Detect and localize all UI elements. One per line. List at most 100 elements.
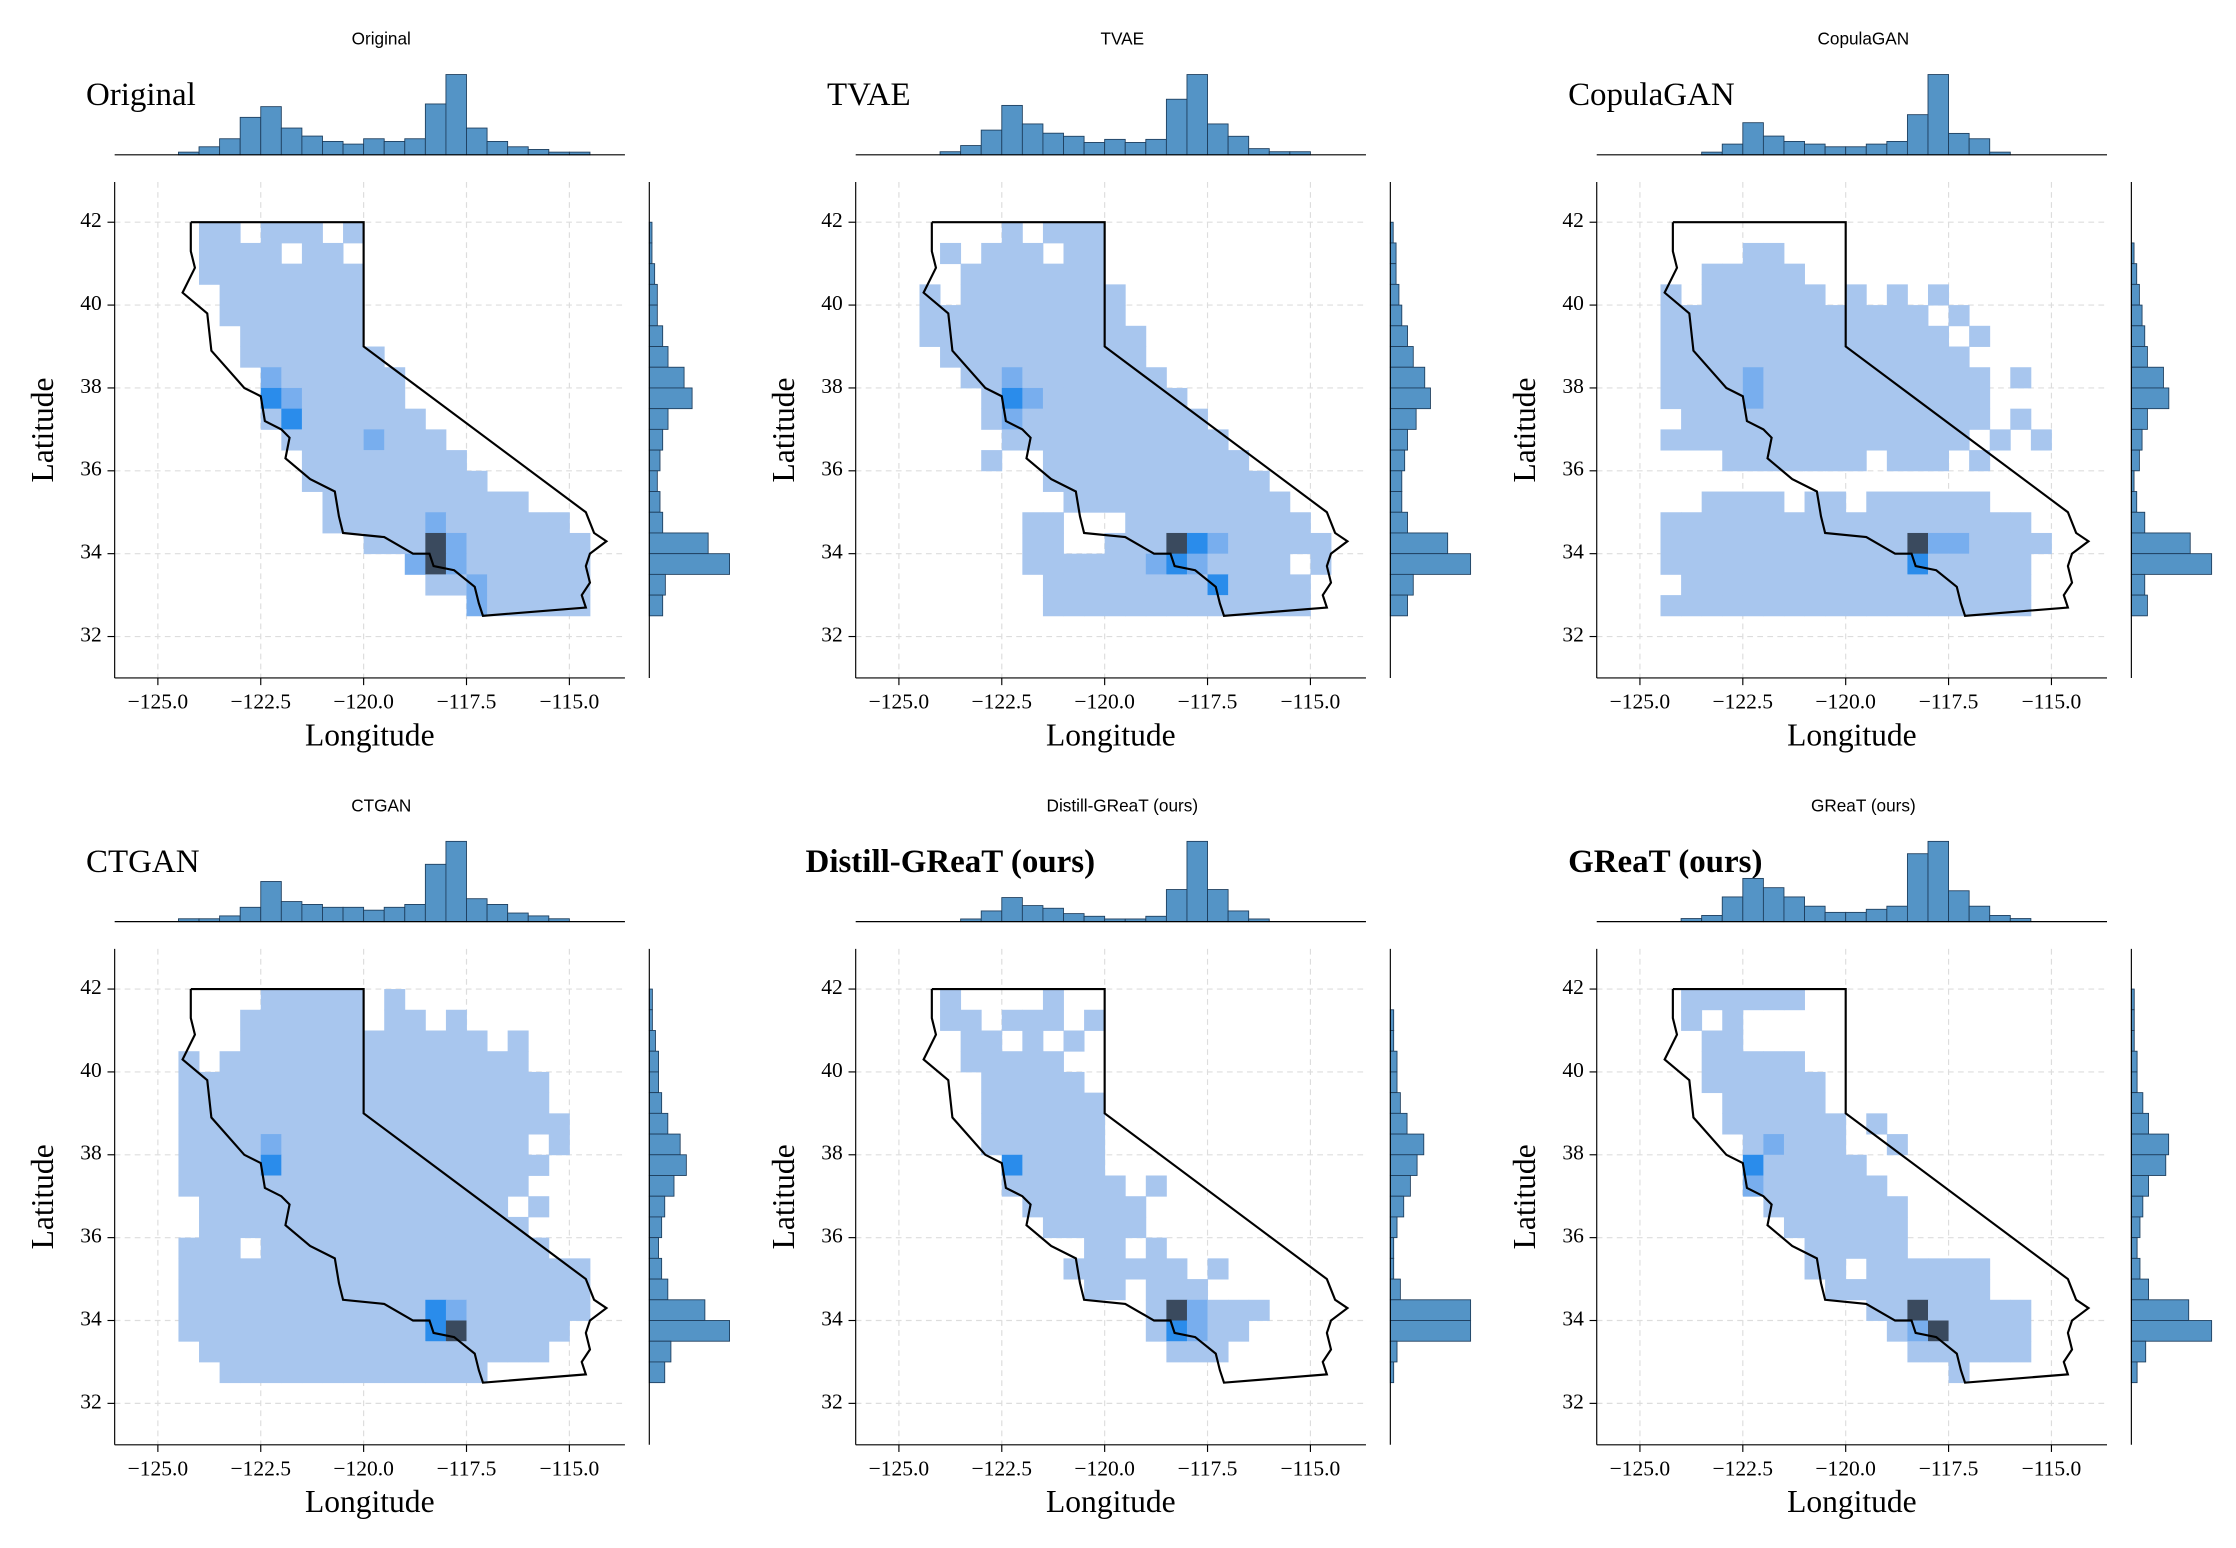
heat-cell [425, 491, 447, 513]
heat-cell [445, 1175, 467, 1197]
heat-cell [1022, 1092, 1044, 1114]
marginal-bar [2130, 263, 2138, 285]
heat-cell [219, 284, 241, 306]
heat-cell [940, 1051, 961, 1072]
heat-cell [1783, 574, 1805, 596]
heat-cell [260, 408, 282, 430]
marginal-bar [1186, 840, 1208, 923]
heat-cell [1166, 429, 1188, 451]
heat-cell [548, 1134, 570, 1156]
marginal-bar [1083, 142, 1106, 156]
heat-cell [1742, 263, 1764, 285]
heat-cell [1907, 243, 1928, 264]
heat-cell [425, 1175, 447, 1197]
heat-cell [1002, 1217, 1023, 1238]
heat-cell [301, 1051, 323, 1073]
heat-cell [363, 512, 385, 534]
heat-cell [940, 388, 961, 409]
marginal-bar [527, 915, 550, 923]
heat-cell [343, 346, 365, 368]
heat-cell [1249, 1093, 1270, 1114]
heat-cell [1681, 553, 1703, 575]
heat-cell [1228, 1299, 1250, 1321]
heat-cell [981, 263, 1003, 285]
heat-cell [1661, 1341, 1682, 1362]
heat-cell [1845, 387, 1867, 410]
heat-cell [1927, 429, 1950, 451]
heat-cell [1084, 1154, 1106, 1176]
heat-cell [467, 1010, 488, 1031]
heat-cell [1743, 1196, 1764, 1217]
marginal-bar [466, 898, 488, 923]
marginal-bar [2130, 387, 2170, 410]
heat-cell [384, 408, 406, 430]
heat-cell [1186, 429, 1208, 451]
heat-cell [507, 512, 529, 534]
heat-cell [1187, 1093, 1208, 1114]
heat-cell [1702, 1093, 1723, 1114]
heat-cell [343, 1092, 365, 1114]
heat-cell [466, 1113, 488, 1135]
heat-cell [549, 222, 570, 243]
heat-cell [384, 1341, 406, 1363]
heat-cell [1208, 264, 1229, 285]
heat-cell [466, 1279, 488, 1301]
heat-cell [260, 387, 282, 410]
heat-cell [384, 1237, 406, 1259]
marginal-bar [648, 470, 658, 492]
heat-cell [220, 554, 241, 575]
heat-cell [199, 429, 220, 450]
heat-cell [1290, 1217, 1311, 1238]
heat-cell [1022, 1009, 1044, 1031]
heat-cell [487, 574, 509, 596]
heat-cell [1269, 491, 1291, 513]
heat-cell [384, 1216, 406, 1239]
marginal-bar [1389, 428, 1408, 451]
heat-cell [1927, 1258, 1950, 1280]
heat-cell [569, 1238, 590, 1259]
heat-cell [1002, 1030, 1023, 1051]
heat-cell [1907, 1113, 1928, 1134]
heat-cell [2072, 554, 2093, 575]
marginal-bar [445, 840, 467, 923]
heat-cell [1907, 1299, 1929, 1321]
heat-cell [1042, 1051, 1064, 1073]
heat-cell [1866, 387, 1888, 410]
heat-cell [2031, 1030, 2052, 1051]
heat-cell [1228, 1320, 1250, 1342]
heat-cell [1907, 1072, 1928, 1093]
heat-cell [981, 450, 1003, 472]
heat-cell [507, 553, 529, 575]
heat-cell [261, 595, 282, 616]
heat-cell [1002, 1279, 1023, 1300]
heat-cell [1310, 388, 1331, 409]
heat-cell [1681, 1030, 1702, 1051]
heat-cell [919, 574, 940, 595]
heat-cell [1249, 367, 1270, 388]
heat-cell [549, 367, 570, 388]
heat-cell [1104, 429, 1126, 451]
heat-cell [1763, 305, 1785, 327]
heat-cell [528, 388, 549, 409]
heat-cell [1969, 1113, 1990, 1134]
heat-cell [1166, 1093, 1187, 1114]
heat-cell [384, 989, 406, 1011]
heat-cell [508, 989, 529, 1010]
heat-cell [260, 325, 282, 347]
heat-cell [301, 1279, 323, 1301]
heat-cell [528, 367, 549, 388]
heat-cell [1248, 512, 1270, 534]
heat-cell [919, 1279, 940, 1300]
heat-cell [1063, 1258, 1085, 1280]
heat-cell [1084, 1258, 1106, 1280]
heat-cell [2010, 367, 2032, 389]
heat-cell [1722, 1321, 1743, 1342]
heat-cell [281, 1320, 303, 1342]
heat-cell [2072, 574, 2093, 595]
heat-cell [1125, 1279, 1146, 1300]
heat-cell [1084, 429, 1106, 451]
heat-cell [1187, 326, 1208, 347]
marginal-bar [648, 304, 658, 327]
x-tick-label: −122.5 [972, 690, 1033, 714]
heat-cell [1063, 1092, 1085, 1114]
